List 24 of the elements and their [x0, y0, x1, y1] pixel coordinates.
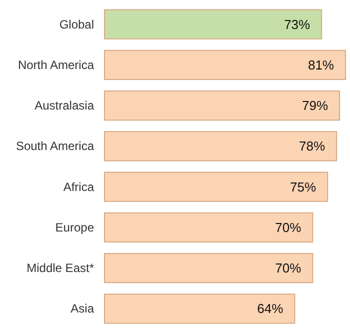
bar	[104, 131, 338, 162]
y-tick-label: South America	[16, 139, 94, 154]
data-label: 78%	[299, 138, 326, 154]
data-label: 81%	[308, 57, 334, 72]
y-tick-label: Middle East*	[26, 261, 94, 276]
bar	[104, 9, 322, 40]
bar	[104, 90, 340, 121]
y-tick-label: Africa	[63, 180, 94, 194]
data-label: 70%	[275, 260, 302, 276]
bar	[104, 253, 314, 284]
y-tick-label: Global	[59, 17, 94, 32]
y-tick-label: Australasia	[34, 98, 94, 113]
data-label: 70%	[275, 220, 302, 235]
data-label: 75%	[290, 179, 317, 194]
data-label: 73%	[284, 16, 311, 32]
bar	[104, 294, 296, 324]
data-label: 79%	[302, 98, 328, 114]
bar	[104, 212, 314, 242]
y-tick-label: Asia	[70, 302, 94, 316]
bar	[104, 172, 328, 202]
y-tick-label: North America	[18, 58, 94, 72]
bar	[104, 50, 346, 80]
y-tick-label: Europe	[55, 220, 94, 234]
data-label: 64%	[257, 301, 284, 316]
